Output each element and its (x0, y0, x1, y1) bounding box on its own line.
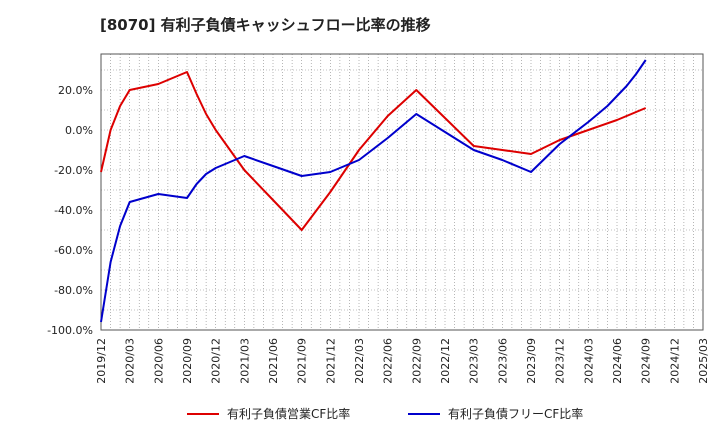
y-axis-tick-labels: -100.0% -80.0% -60.0% -40.0% -20.0% 0.0% 20.0% (47, 84, 93, 337)
x-tick-label: 2020/12 (210, 338, 223, 384)
x-tick-label: 2022/06 (382, 338, 395, 384)
y-tick-label: -80.0% (54, 284, 93, 297)
x-tick-label: 2020/09 (181, 338, 194, 384)
y-tick-label: 0.0% (65, 124, 93, 137)
y-tick-label: 20.0% (58, 84, 93, 97)
y-tick-label: -60.0% (54, 244, 93, 257)
x-tick-label: 2023/06 (496, 338, 509, 384)
plot-frame (100, 53, 704, 331)
x-tick-label: 2022/09 (410, 338, 423, 384)
x-axis-tick-labels: 2019/12 2020/03 2020/06 2020/09 2020/12 2021/… (95, 338, 710, 384)
series-lines (100, 59, 647, 323)
x-tick-label: 2021/06 (267, 338, 280, 384)
legend: 有利子負債営業CF比率 有利子負債フリーCF比率 (187, 406, 583, 421)
legend-label-1: 有利子負債営業CF比率 (227, 406, 350, 421)
x-tick-label: 2025/03 (697, 338, 710, 384)
y-tick-label: -100.0% (47, 324, 93, 337)
x-tick-label: 2024/12 (668, 338, 681, 384)
x-tick-label: 2023/09 (525, 338, 538, 384)
chart-title: [8070] 有利子負債キャッシュフロー比率の推移 (100, 16, 431, 34)
series-line-1 (100, 71, 647, 231)
x-tick-label: 2023/12 (554, 338, 567, 384)
x-tick-label: 2022/03 (353, 338, 366, 384)
x-tick-label: 2024/06 (611, 338, 624, 384)
y-tick-label: -40.0% (54, 204, 93, 217)
x-tick-label: 2021/03 (238, 338, 251, 384)
x-tick-label: 2024/03 (582, 338, 595, 384)
series-line-2 (100, 59, 647, 323)
x-tick-label: 2019/12 (95, 338, 108, 384)
y-tick-label: -20.0% (54, 164, 93, 177)
x-tick-label: 2023/03 (468, 338, 481, 384)
x-tick-label: 2022/12 (439, 338, 452, 384)
legend-label-2: 有利子負債フリーCF比率 (448, 406, 583, 421)
x-tick-label: 2020/03 (124, 338, 137, 384)
x-tick-label: 2021/09 (296, 338, 309, 384)
x-tick-label: 2020/06 (152, 338, 165, 384)
x-tick-label: 2024/09 (640, 338, 653, 384)
x-tick-label: 2021/12 (324, 338, 337, 384)
